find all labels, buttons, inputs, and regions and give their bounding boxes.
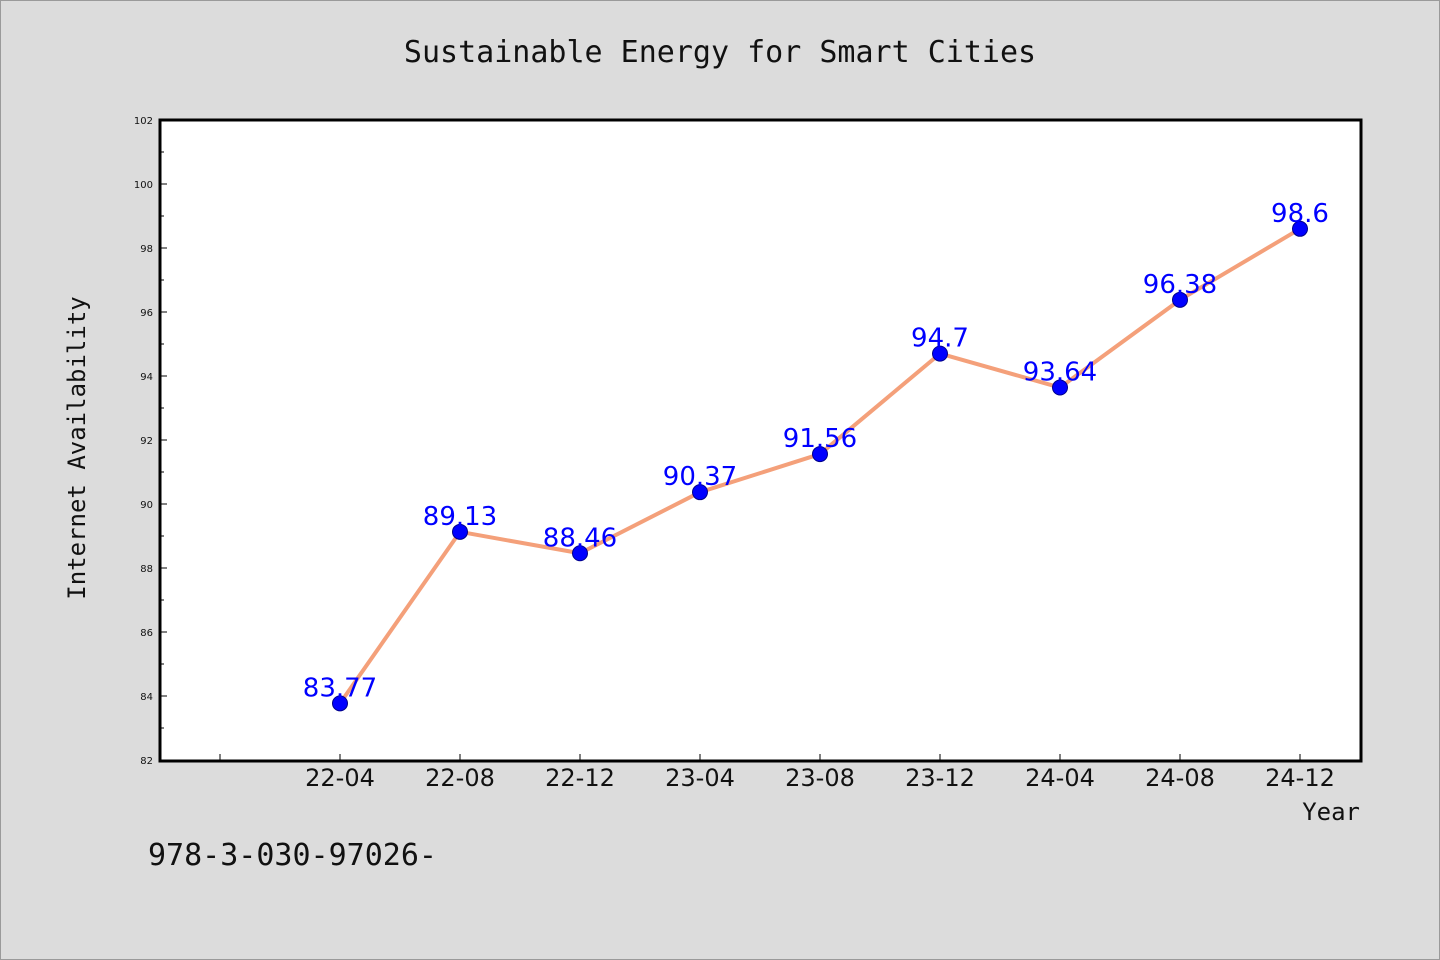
data-point [932,345,948,362]
x-axis: 22-04 22-08 22-12 23-04 23-08 23-12 24-04 24-08… [219,754,1335,792]
y-tick-label: 96 [140,308,153,319]
data-point [452,523,468,540]
x-tick-label: 23-04 [665,764,735,792]
y-tick-label: 86 [140,628,153,639]
x-tick-label: 24-08 [1145,764,1215,792]
x-tick-label: 24-04 [1025,764,1095,792]
data-label: 88.46 [543,523,617,553]
data-label: 90.37 [663,462,737,492]
data-label: 94.7 [911,324,969,354]
y-axis-label: Internet Availability [63,296,91,599]
y-tick-label: 90 [140,500,153,511]
data-label: 91.56 [783,424,857,454]
data-point [572,545,588,562]
data-point [1172,291,1188,308]
data-point [1292,220,1308,237]
footer-text: 978-3-030-97026- [148,838,437,873]
x-axis-label: Year [1302,798,1360,826]
x-tick-label: 22-12 [545,764,615,792]
y-tick-label: 82 [140,756,153,767]
data-point [332,695,348,712]
data-point [692,484,708,501]
data-label: 93.64 [1023,358,1097,388]
data-point [812,446,828,463]
data-label: 89.13 [423,502,497,532]
y-tick-label: 88 [140,564,153,575]
y-axis: 82 84 86 88 90 92 94 96 98 100 102 [134,116,167,767]
y-tick-label: 98 [140,244,153,255]
data-point [1052,379,1068,396]
x-tick-label: 22-08 [425,764,495,792]
y-tick-label: 94 [140,372,153,383]
x-tick-label: 22-04 [305,764,375,792]
data-label: 83.77 [303,673,377,703]
series-line: 83.77 89.13 88.46 90.37 91.56 94.7 93.64 96.38 9… [303,199,1329,712]
y-tick-label: 92 [140,436,153,447]
y-tick-label: 100 [134,180,153,191]
y-tick-label: 102 [134,116,153,127]
chart-title: Sustainable Energy for Smart Cities [404,35,1036,70]
data-label: 96.38 [1143,270,1217,300]
x-tick-label: 23-08 [785,764,855,792]
plot-area [158,118,1363,763]
x-tick-label: 23-12 [905,764,975,792]
y-tick-label: 84 [140,692,153,703]
data-label: 98.6 [1271,199,1329,229]
x-tick-label: 24-12 [1265,764,1335,792]
